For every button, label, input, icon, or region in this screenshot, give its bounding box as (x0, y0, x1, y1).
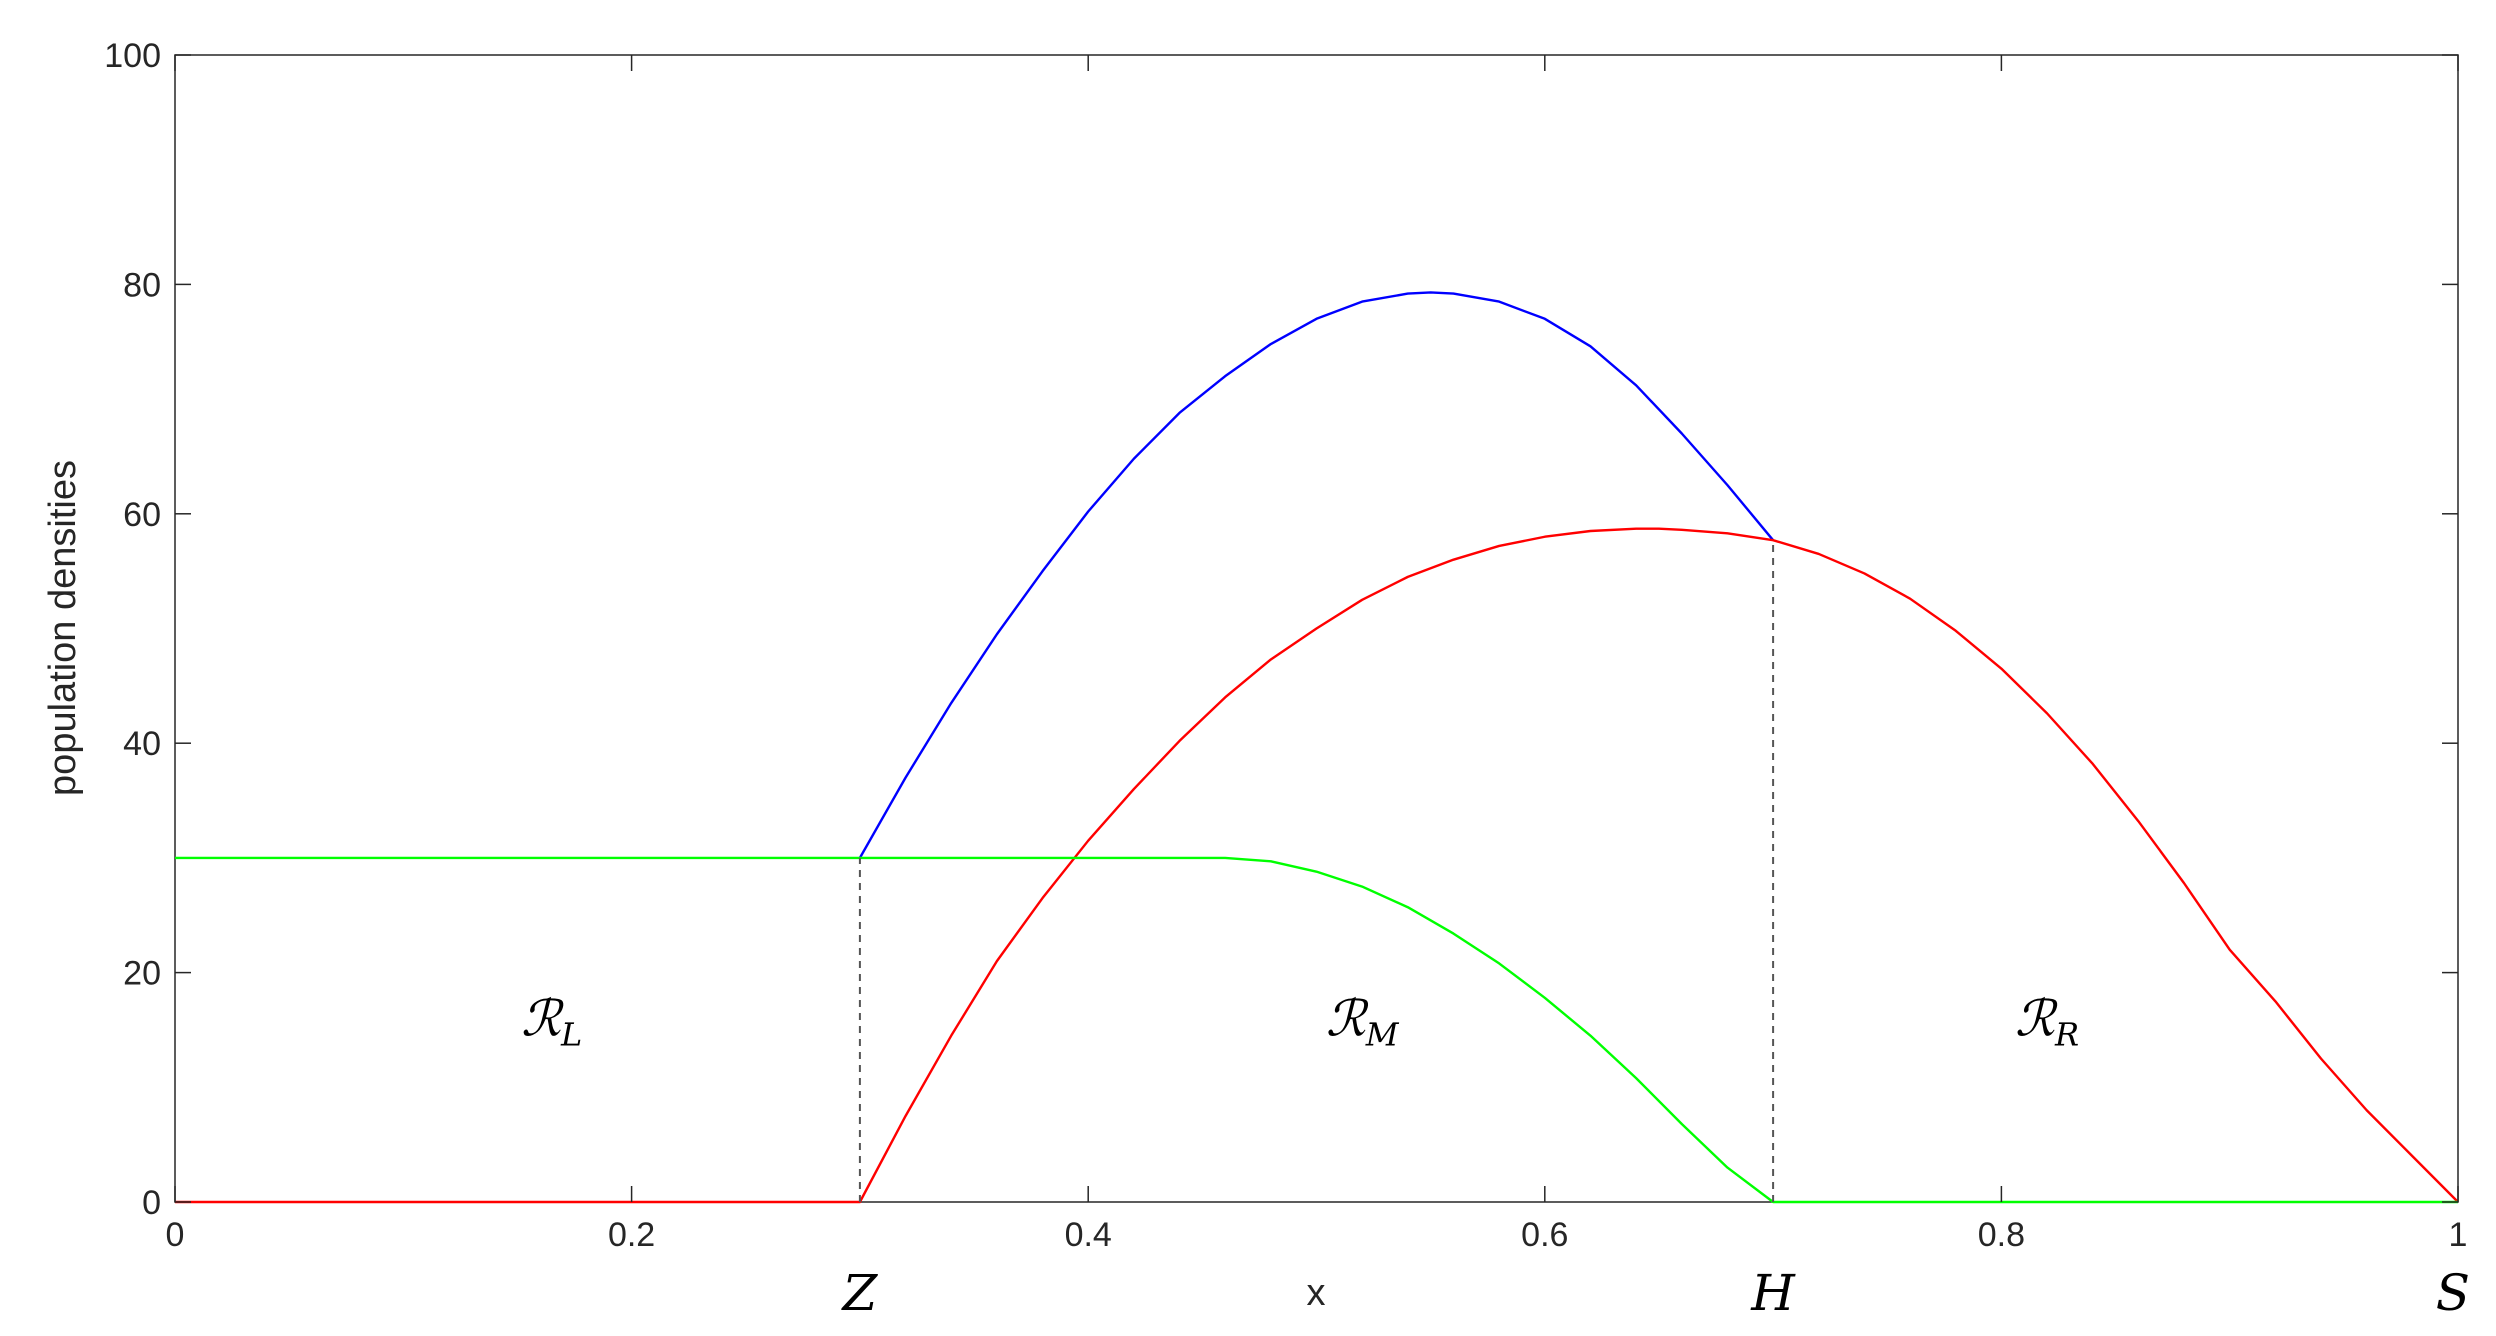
y-tick-label: 20 (123, 955, 161, 993)
marker-label-h: H (1750, 1264, 1796, 1322)
marker-label-z: Z (841, 1264, 879, 1322)
y-tick-label: 60 (123, 496, 161, 534)
x-tick-label: 0 (166, 1216, 185, 1254)
y-tick-label: 0 (142, 1184, 161, 1222)
marker-label-s: S (2436, 1264, 2470, 1322)
y-tick-label: 100 (104, 37, 161, 75)
y-axis-label: population densities (42, 460, 84, 796)
x-tick-label: 0.4 (1065, 1216, 1112, 1254)
x-tick-label: 0.6 (1521, 1216, 1568, 1254)
y-tick-label: 80 (123, 266, 161, 304)
x-axis-label: x (1307, 1272, 1326, 1314)
x-tick-label: 0.2 (608, 1216, 655, 1254)
x-tick-label: 1 (2449, 1216, 2468, 1254)
y-tick-label: 40 (123, 725, 161, 763)
x-tick-label: 0.8 (1978, 1216, 2025, 1254)
